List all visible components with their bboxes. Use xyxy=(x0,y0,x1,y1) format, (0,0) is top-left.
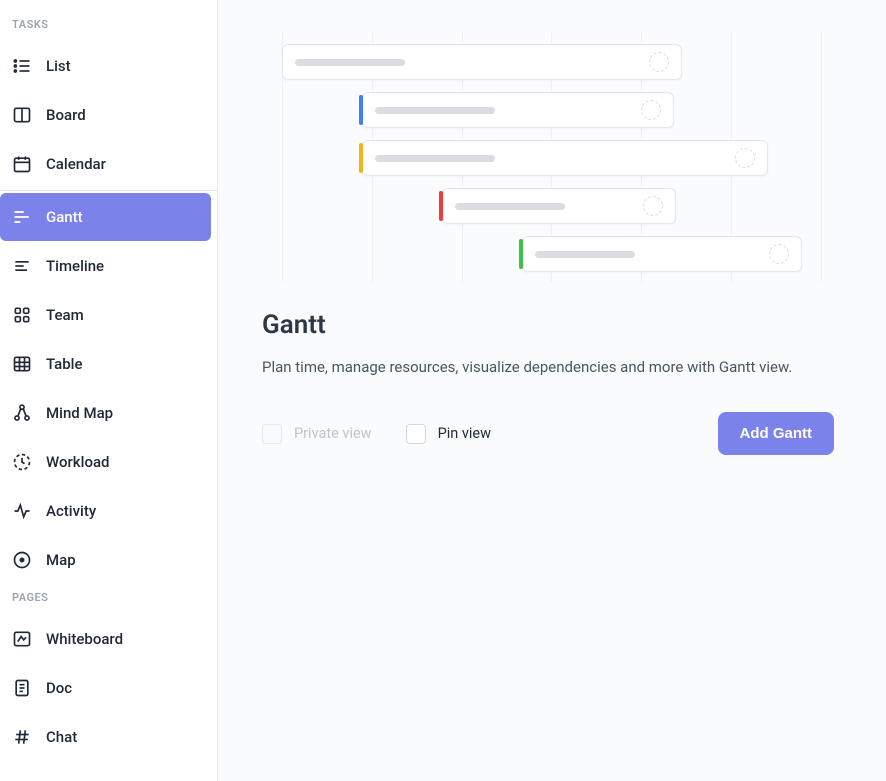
sidebar: TASKS List Board Calendar Gantt Timeline xyxy=(0,0,218,781)
sidebar-item-label: Doc xyxy=(46,679,72,697)
main-panel: Gantt Plan time, manage resources, visua… xyxy=(218,0,886,781)
sidebar-item-label: Timeline xyxy=(46,257,104,275)
sidebar-item-board[interactable]: Board xyxy=(0,91,211,139)
mindmap-icon xyxy=(12,403,32,423)
sidebar-item-label: Mind Map xyxy=(46,404,113,422)
board-icon xyxy=(12,105,32,125)
calendar-icon xyxy=(12,154,32,174)
sidebar-item-chat[interactable]: Chat xyxy=(0,713,211,761)
table-icon xyxy=(12,354,32,374)
activity-icon xyxy=(12,501,32,521)
sidebar-item-label: Chat xyxy=(46,728,77,746)
sidebar-item-gantt[interactable]: Gantt xyxy=(0,193,211,241)
sidebar-item-label: Table xyxy=(46,355,83,373)
checkbox-label: Pin view xyxy=(438,425,491,442)
doc-icon xyxy=(12,678,32,698)
sidebar-item-map[interactable]: Map xyxy=(0,536,211,584)
gantt-bar xyxy=(522,236,802,272)
sidebar-item-list[interactable]: List xyxy=(0,42,211,90)
sidebar-item-label: Calendar xyxy=(46,155,106,173)
checkbox-box[interactable] xyxy=(406,424,426,444)
gantt-bar xyxy=(442,188,676,224)
sidebar-item-label: Map xyxy=(46,551,76,569)
page-title: Gantt xyxy=(262,310,834,340)
actions-row: Private view Pin view Add Gantt xyxy=(262,412,834,455)
divider xyxy=(0,190,217,191)
sidebar-item-timeline[interactable]: Timeline xyxy=(0,242,211,290)
sidebar-item-whiteboard[interactable]: Whiteboard xyxy=(0,615,211,663)
sidebar-item-label: Activity xyxy=(46,502,96,520)
timeline-icon xyxy=(12,256,32,276)
section-label-tasks: TASKS xyxy=(0,12,217,41)
sidebar-item-label: Gantt xyxy=(46,208,83,226)
map-pin-icon xyxy=(12,550,32,570)
section-label-pages: PAGES xyxy=(0,585,217,614)
sidebar-item-doc[interactable]: Doc xyxy=(0,664,211,712)
checkbox-label: Private view xyxy=(294,425,372,442)
checkbox-box xyxy=(262,424,282,444)
private-view-checkbox: Private view xyxy=(262,424,372,444)
sidebar-item-table[interactable]: Table xyxy=(0,340,211,388)
pin-view-checkbox[interactable]: Pin view xyxy=(406,424,491,444)
list-icon xyxy=(12,56,32,76)
sidebar-item-label: Workload xyxy=(46,453,110,471)
sidebar-item-team[interactable]: Team xyxy=(0,291,211,339)
add-gantt-button[interactable]: Add Gantt xyxy=(718,412,835,455)
hash-icon xyxy=(12,727,32,747)
sidebar-item-activity[interactable]: Activity xyxy=(0,487,211,535)
gantt-bar xyxy=(362,92,674,128)
gantt-bar xyxy=(362,140,768,176)
sidebar-item-label: Whiteboard xyxy=(46,630,123,648)
workload-icon xyxy=(12,452,32,472)
sidebar-item-workload[interactable]: Workload xyxy=(0,438,211,486)
sidebar-item-label: List xyxy=(46,57,71,75)
gantt-bar xyxy=(282,44,682,80)
whiteboard-icon xyxy=(12,629,32,649)
page-description: Plan time, manage resources, visualize d… xyxy=(262,358,834,376)
sidebar-item-mindmap[interactable]: Mind Map xyxy=(0,389,211,437)
sidebar-item-label: Team xyxy=(46,306,84,324)
gantt-icon xyxy=(12,207,32,227)
team-icon xyxy=(12,305,32,325)
sidebar-item-calendar[interactable]: Calendar xyxy=(0,140,211,188)
gantt-illustration xyxy=(282,32,822,282)
sidebar-item-label: Board xyxy=(46,106,86,124)
